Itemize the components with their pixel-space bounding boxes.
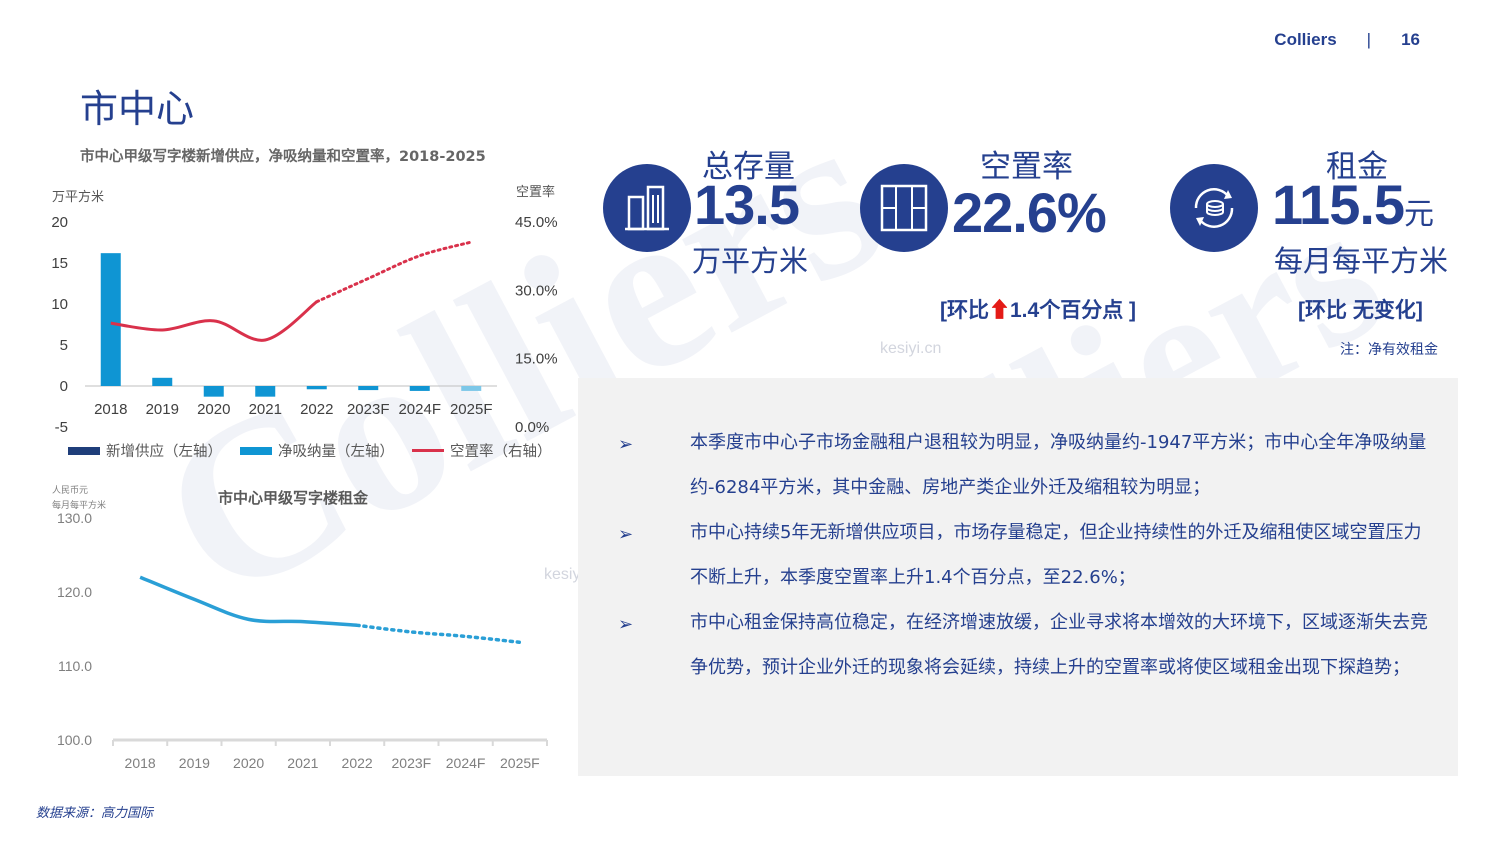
x-axis-tick-label: 2018	[125, 755, 156, 771]
y2-axis-tick-label: 15.0%	[515, 351, 558, 368]
data-source-note: 数据来源：高力国际	[36, 806, 154, 821]
commentary-panel: ➢ 本季度市中心子市场金融租户退租较为明显，净吸纳量约-1947平方米；市中心全…	[578, 378, 1458, 776]
brand-name: Colliers	[1274, 30, 1337, 49]
chart2-unit-line1: 人民币元	[52, 486, 89, 496]
commentary-item: 本季度市中心子市场金融租户退租较为明显，净吸纳量约-1947平方米；市中心全年净…	[690, 432, 1427, 498]
bar-net-absorption	[100, 253, 121, 386]
chart1-title: 市中心甲级写字楼新增供应，净吸纳量和空置率，2018-2025	[80, 149, 486, 165]
kpi-stock-unit: 万平方米	[692, 244, 809, 278]
legend-item-net-absorption: 净吸纳量（左轴）	[240, 440, 394, 461]
y2-axis-tick-label: 0.0%	[515, 419, 549, 436]
commentary-item: 市中心租金保持高位稳定，在经济增速放缓，企业寻求将本增效的大环境下，区域逐渐失去…	[690, 612, 1428, 678]
kpi-vacancy-value: 22.6%	[952, 181, 1107, 244]
bar-net-absorption	[358, 386, 379, 391]
kpi-rent-label: 租金	[1326, 149, 1388, 185]
bar-net-absorption	[461, 386, 482, 391]
kpi-vacancy-change-text: 1.4个百分点 ]	[1010, 299, 1137, 322]
bar-net-absorption	[152, 377, 173, 386]
kpi-vacancy-icon-circle	[860, 164, 948, 252]
chart2-axis-unit: 人民币元 每月每平方米	[52, 484, 106, 514]
kpi-rent-number: 115.5	[1272, 173, 1405, 236]
rent-line-actual	[139, 575, 358, 628]
legend-item-vacancy: 空置率（右轴）	[412, 440, 552, 461]
kpi-rent-value: 115.5元	[1272, 172, 1434, 237]
coins-exchange-icon	[1194, 188, 1234, 228]
legend-label-vacancy: 空置率（右轴）	[450, 444, 552, 460]
header-separator: |	[1366, 30, 1372, 49]
y-axis-tick-label: 20	[51, 214, 68, 231]
kpi-vacancy-change: [环比⬆1.4个百分点 ]	[940, 294, 1136, 324]
y-axis-tick-label: 130.0	[57, 510, 92, 526]
bar-net-absorption	[255, 386, 276, 397]
y-axis-tick-label: 120.0	[57, 584, 92, 600]
bullet-icon: ➢	[618, 614, 634, 635]
up-arrow-icon: ⬆	[989, 299, 1010, 322]
y-axis-tick-label: 0	[60, 378, 68, 395]
legend-label-new-supply: 新增供应（左轴）	[106, 444, 222, 460]
vacancy-line-actual	[110, 300, 318, 342]
x-axis-tick-label: 2021	[249, 401, 282, 418]
bullet-icon: ➢	[618, 524, 634, 545]
x-axis-tick-label: 2018	[94, 401, 127, 418]
y-axis-tick-label: 100.0	[57, 732, 92, 748]
kpi-stock-value: 13.5	[694, 173, 800, 236]
x-axis-tick-label: 2023F	[347, 401, 390, 418]
page-header: Colliers | 16	[1274, 30, 1420, 50]
y-axis-tick-label: 15	[51, 255, 68, 272]
rent-chart: 130.0 120.0 110.0 100.0 2018 2019 2020 2021 2022…	[57, 510, 548, 771]
y-axis-tick-label: 5	[60, 337, 68, 354]
x-axis-tick-label: 2020	[197, 401, 230, 418]
x-axis-tick-label: 2019	[146, 401, 179, 418]
legend-swatch-new-supply	[68, 446, 100, 455]
y-axis-tick-label: 110.0	[58, 658, 92, 674]
legend-swatch-net-absorption	[240, 446, 272, 455]
page-title: 市中心	[80, 87, 195, 131]
kesiyi-watermark: kesiyi.cn	[880, 340, 942, 357]
y2-axis-tick-label: 45.0%	[515, 214, 558, 231]
x-axis-tick-label: 2025F	[500, 755, 540, 771]
x-axis-tick-label: 2022	[300, 401, 333, 418]
x-axis-tick-label: 2023F	[392, 755, 432, 771]
x-axis-tick-label: 2020	[233, 755, 264, 771]
supply-absorption-vacancy-chart: 20 15 10 5 0 -5 45.0% 30.0% 15.0% 0.0% 2018 2019 202…	[51, 214, 558, 436]
page-number: 16	[1401, 30, 1420, 49]
legend-label-net-absorption: 净吸纳量（左轴）	[278, 444, 394, 460]
building-icon	[625, 185, 669, 231]
y2-axis-tick-label: 30.0%	[515, 282, 558, 299]
chart1-left-axis-unit: 万平方米	[52, 190, 105, 205]
kpi-stock-label: 总存量	[702, 149, 795, 185]
y-axis-tick-label: 10	[51, 296, 68, 313]
chart2-unit-line2: 每月每平方米	[52, 501, 107, 511]
x-axis-tick-label: 2024F	[446, 755, 486, 771]
x-axis-tick-label: 2019	[179, 755, 210, 771]
chart2-title: 市中心甲级写字楼租金	[218, 489, 369, 507]
chart1-legend: 新增供应（左轴） 净吸纳量（左轴） 空置率（右轴）	[68, 440, 552, 461]
kpi-rent-icon-circle	[1170, 164, 1258, 252]
x-axis-tick-label: 2021	[287, 755, 318, 771]
bar-net-absorption	[409, 386, 430, 391]
kpi-vacancy-label: 空置率	[980, 149, 1073, 185]
bar-net-absorption	[306, 386, 327, 390]
y-axis-tick-label: -5	[55, 419, 68, 436]
vacancy-line-forecast	[315, 240, 473, 304]
kpi-rent-change: [环比 无变化]	[1298, 299, 1423, 322]
x-axis-tick-label: 2022	[342, 755, 373, 771]
commentary-item: 市中心持续5年无新增供应项目，市场存量稳定，但企业持续性的外迁及缩租使区域空置压…	[690, 522, 1422, 588]
kpi-stock-icon-circle	[603, 164, 691, 252]
kpi-rent-currency: 元	[1404, 198, 1434, 231]
bar-net-absorption	[203, 386, 224, 397]
x-axis-tick-label: 2024F	[398, 401, 441, 418]
legend-item-new-supply: 新增供应（左轴）	[68, 440, 222, 461]
floorplan-icon	[880, 184, 928, 232]
kpi-rent-unit: 每月每平方米	[1274, 244, 1449, 278]
bullet-icon: ➢	[618, 434, 634, 455]
rent-line-forecast	[355, 623, 522, 645]
kpi-rent-note: 注：净有效租金	[1340, 342, 1438, 358]
kpi-vacancy-change-prefix: [环比	[940, 299, 989, 322]
x-axis-tick-label: 2025F	[450, 401, 493, 418]
chart1-right-axis-unit: 空置率	[516, 185, 556, 200]
legend-swatch-vacancy	[412, 449, 444, 452]
